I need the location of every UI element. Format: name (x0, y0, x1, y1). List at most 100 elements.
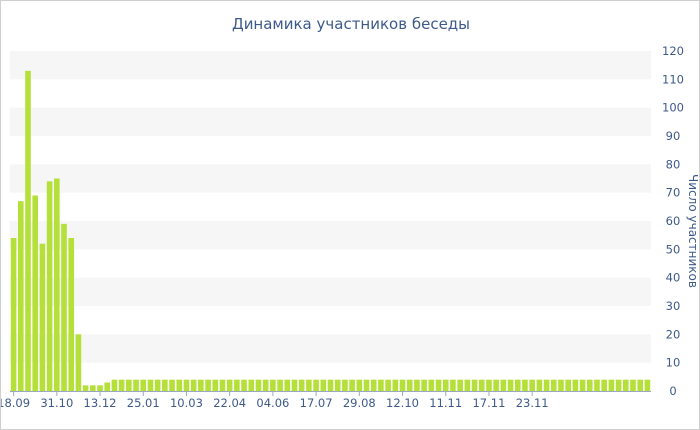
grid-bands (10, 51, 651, 363)
bar (212, 379, 219, 391)
bar (176, 379, 183, 391)
bar (637, 379, 644, 391)
bar (306, 379, 312, 391)
y-axis-ticks: 0 10 20 30 40 50 60 70 80 90 100 110 120 (662, 44, 684, 398)
bar (486, 379, 492, 391)
bar (219, 379, 226, 391)
bar (190, 379, 197, 391)
y-tick-label: 0 (669, 384, 676, 398)
bar (644, 379, 651, 391)
bar (54, 178, 60, 391)
bar (183, 379, 190, 391)
bar (205, 379, 211, 391)
bar (140, 379, 147, 391)
bar (622, 379, 629, 391)
bar (334, 379, 341, 391)
grid-band (10, 221, 651, 250)
bar (579, 379, 586, 391)
bar (370, 379, 377, 391)
bar (500, 379, 507, 391)
bar (75, 334, 82, 391)
bars (10, 70, 651, 391)
bar (82, 385, 89, 391)
x-axis-ticks: 18.09 31.10 13.12 25.01 10.03 22.04 04.06 17.07… (1, 391, 549, 410)
y-tick-label: 50 (666, 242, 681, 256)
chart-title: Динамика участников беседы (232, 15, 470, 33)
bar (601, 379, 607, 391)
bar (133, 379, 139, 391)
bar (298, 379, 305, 391)
bar (399, 379, 406, 391)
bar (118, 379, 125, 391)
bar (313, 379, 319, 391)
x-tick-label: 31.10 (40, 396, 73, 410)
bar (198, 379, 204, 391)
bar (615, 379, 622, 391)
bar (608, 379, 615, 391)
bar (464, 379, 471, 391)
bar (421, 379, 427, 391)
bar (226, 379, 233, 391)
bar (536, 379, 543, 391)
bar (586, 379, 593, 391)
bar (392, 379, 399, 391)
bar (248, 379, 255, 391)
bar (284, 379, 291, 391)
x-tick-label: 18.09 (1, 396, 30, 410)
bar (39, 243, 46, 391)
y-axis-title: Число участников (686, 174, 699, 288)
x-tick-label: 17.07 (300, 396, 333, 410)
bar (154, 379, 161, 391)
x-tick-label: 29.08 (343, 396, 376, 410)
bar (262, 379, 269, 391)
bar (342, 379, 348, 391)
bar (61, 223, 67, 391)
bar (111, 379, 118, 391)
bar (126, 379, 132, 391)
y-tick-label: 110 (662, 72, 684, 86)
bar (471, 379, 478, 391)
bar (349, 379, 355, 391)
bar (493, 379, 499, 391)
bar (277, 379, 283, 391)
bar (90, 385, 96, 391)
y-tick-label: 70 (666, 186, 681, 200)
bar (46, 181, 53, 391)
bar (514, 379, 521, 391)
y-tick-label: 80 (666, 157, 681, 171)
bar (104, 382, 111, 391)
bar (435, 379, 442, 391)
bar (478, 379, 485, 391)
bar (17, 201, 24, 391)
x-tick-label: 25.01 (127, 396, 160, 410)
bar (550, 379, 557, 391)
bar (414, 379, 420, 391)
y-tick-label: 10 (666, 356, 681, 370)
x-tick-label: 17.11 (472, 396, 505, 410)
y-tick-label: 90 (666, 129, 681, 143)
x-tick-label: 04.06 (256, 396, 289, 410)
x-tick-label: 23.11 (516, 396, 549, 410)
x-tick-label: 12.10 (386, 396, 419, 410)
y-tick-label: 100 (662, 101, 684, 115)
bar (234, 379, 240, 391)
bar (428, 379, 435, 391)
bar (356, 379, 363, 391)
bar (25, 70, 31, 391)
grid-band (10, 51, 651, 80)
bar (442, 379, 449, 391)
bar (291, 379, 298, 391)
bar (529, 379, 535, 391)
bar (162, 379, 168, 391)
bar (169, 379, 175, 391)
grid-band (10, 334, 651, 363)
bar (630, 379, 636, 391)
bar (320, 379, 327, 391)
bar (457, 379, 463, 391)
bar (241, 379, 247, 391)
x-tick-label: 22.04 (213, 396, 246, 410)
bar (10, 238, 17, 391)
bar (147, 379, 154, 391)
